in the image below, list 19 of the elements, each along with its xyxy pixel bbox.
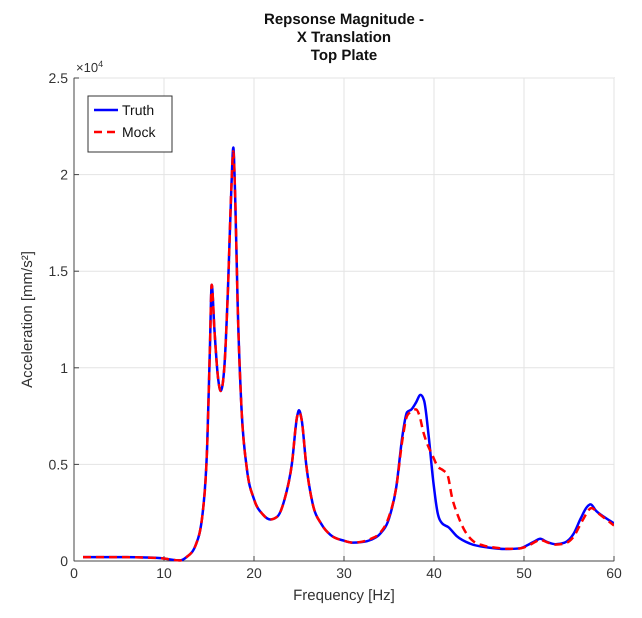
x-tick-label: 10 [156,565,172,581]
x-tick-label: 60 [606,565,622,581]
x-tick-label: 40 [426,565,442,581]
y-tick-label: 0.5 [48,456,68,472]
x-tick-label: 50 [516,565,532,581]
text: ×10$^{4}$ [76,59,104,75]
y-tick-label: 0 [60,553,68,569]
x-tick-label: 30 [336,565,352,581]
y-tick-label: 1.5 [48,263,68,280]
x-axis-title: Frequency [Hz] [293,587,395,604]
chart-title: Repsonse Magnitude - X Translation Top Plate [264,11,424,64]
y-tick-label: 2.5 [48,70,68,86]
x-tick-label: 0 [70,565,78,581]
x-tick-label: 20 [246,565,262,581]
legend-label: Truth [122,102,154,118]
legend-label: Mock [122,124,156,140]
y-tick-label: 1 [60,360,68,376]
y-tick-label: 2 [60,166,68,183]
y-axis-title: Acceleration [mm/s²] [19,251,36,388]
